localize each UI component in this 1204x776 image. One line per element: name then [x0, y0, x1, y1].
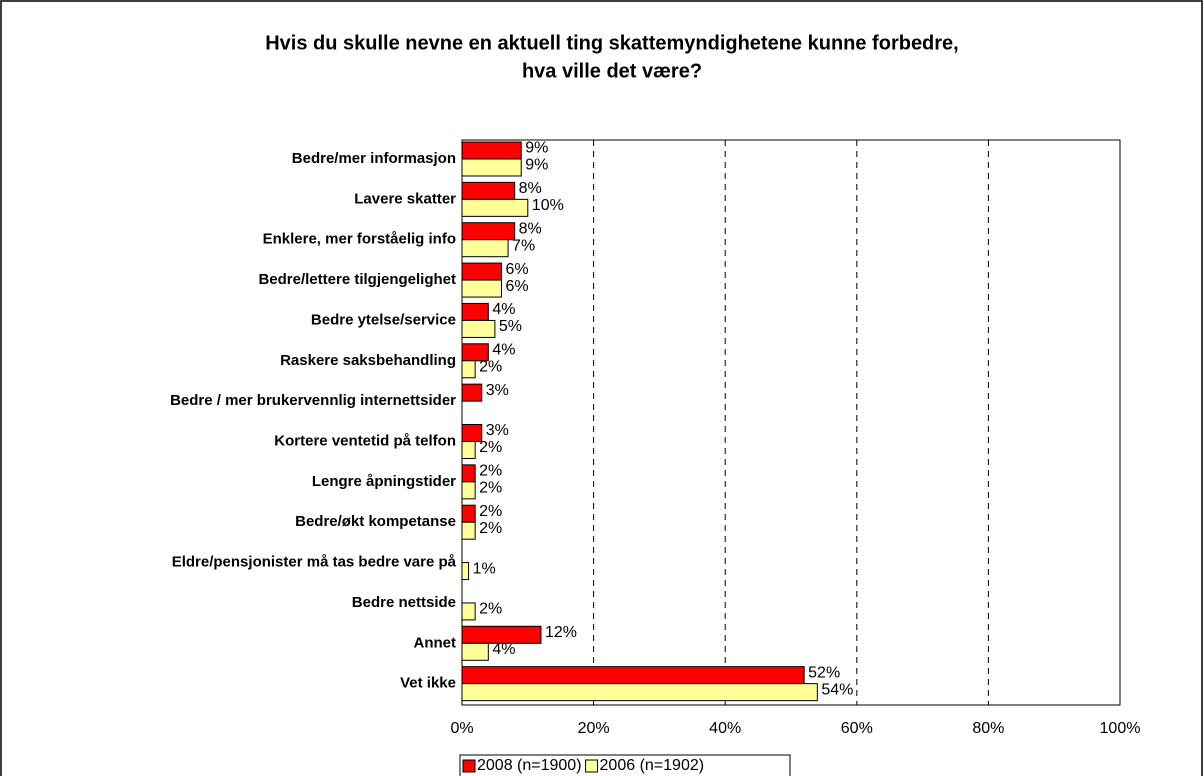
y-tick-label: Bedre/økt kompetanse — [295, 513, 456, 530]
bar — [461, 625, 542, 644]
bar — [461, 279, 502, 298]
bar — [461, 141, 522, 160]
chart-title: hva ville det være? — [522, 60, 702, 82]
bar — [461, 302, 489, 321]
plot-area — [461, 139, 1121, 706]
data-label: 2% — [479, 480, 502, 497]
data-label: 2% — [479, 520, 502, 537]
y-tick-label: Bedre/mer informasjon — [292, 150, 456, 167]
legend-label: 2006 (n=1902) — [600, 757, 705, 774]
data-label: 8% — [519, 180, 542, 197]
y-tick-label: Lengre åpningstider — [312, 473, 456, 490]
y-tick-label: Enklere, mer forståelig info — [263, 231, 456, 248]
data-label: 8% — [519, 220, 542, 237]
data-label: 5% — [499, 318, 522, 335]
x-tick-label: 20% — [578, 720, 610, 737]
data-label: 7% — [512, 237, 535, 254]
y-tick-label: Bedre/lettere tilgjengelighet — [258, 271, 456, 288]
bar — [461, 521, 476, 540]
bar — [461, 319, 496, 338]
data-label: 4% — [492, 641, 515, 658]
data-label: 54% — [821, 681, 853, 698]
data-label: 3% — [486, 382, 509, 399]
bar — [461, 504, 476, 523]
data-label: 2% — [479, 463, 502, 480]
data-label: 2% — [479, 503, 502, 520]
data-label: 2% — [479, 439, 502, 456]
bar — [461, 360, 476, 379]
x-tick-label: 80% — [972, 720, 1004, 737]
y-tick-label: Annet — [414, 634, 457, 651]
data-label: 4% — [492, 301, 515, 318]
x-tick-label: 60% — [841, 720, 873, 737]
data-label: 1% — [473, 560, 496, 577]
data-label: 2% — [479, 601, 502, 618]
y-tick-label: Raskere saksbehandling — [280, 352, 456, 369]
data-label: 3% — [486, 422, 509, 439]
y-tick-label: Kortere ventetid på telfon — [274, 432, 456, 449]
legend-label: 2008 (n=1900) — [477, 757, 582, 774]
bar — [461, 383, 483, 402]
bar — [461, 441, 476, 459]
bar — [461, 481, 476, 500]
y-tick-label: Eldre/pensjonister må tas bedre vare på — [172, 554, 457, 571]
bar — [461, 198, 529, 217]
data-label: 2% — [479, 359, 502, 376]
data-label: 12% — [545, 624, 577, 641]
y-tick-label: Bedre / mer brukervennlig internettsider — [170, 392, 456, 409]
y-tick-label: Bedre ytelse/service — [311, 311, 456, 328]
y-tick-label: Vet ikke — [400, 675, 456, 692]
x-tick-label: 100% — [1100, 720, 1141, 737]
bar — [461, 222, 516, 241]
legend-box — [459, 754, 791, 776]
data-label: 4% — [492, 342, 515, 359]
bar — [461, 181, 516, 200]
x-tick-label: 40% — [709, 720, 741, 737]
data-label: 9% — [525, 157, 548, 174]
y-tick-label: Bedre nettside — [352, 594, 456, 611]
bar — [461, 642, 489, 661]
data-label: 6% — [505, 278, 528, 295]
chart-title: Hvis du skulle nevne en aktuell ting ska… — [265, 32, 959, 54]
bar — [461, 262, 502, 281]
data-label: 52% — [808, 664, 840, 681]
bar — [461, 562, 470, 581]
bar — [461, 239, 509, 258]
x-tick-label: 0% — [450, 720, 473, 737]
legend-swatch — [585, 759, 599, 773]
legend-swatch — [462, 759, 476, 773]
data-label: 10% — [532, 197, 564, 214]
bar — [461, 683, 818, 702]
bar — [461, 158, 522, 177]
bar — [461, 602, 476, 621]
data-label: 6% — [505, 261, 528, 278]
bar — [461, 464, 476, 483]
y-tick-label: Lavere skatter — [354, 190, 456, 207]
bar — [461, 666, 805, 685]
data-label: 9% — [525, 140, 548, 157]
